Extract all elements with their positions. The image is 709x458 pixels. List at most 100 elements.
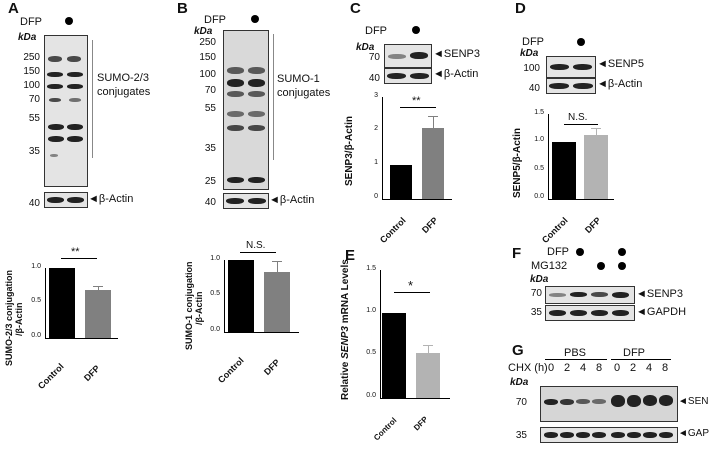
ytick: 1.0 [534, 136, 544, 143]
chart-b-ylabel2: /β-Actin [194, 291, 204, 326]
actin-label: ◄β-Actin [433, 68, 479, 80]
chart-c: 0 1 2 3 ** [374, 92, 452, 200]
marker-100: 100 [199, 69, 216, 80]
actin-label: ◄β-Actin [269, 194, 315, 206]
panel-letter-c: C [350, 0, 361, 17]
kda-label: kDa [356, 42, 375, 53]
dfp-dot [618, 248, 626, 256]
dfp-label: DFP [20, 16, 42, 28]
xtick-dfp: DFP [262, 357, 282, 378]
bar-control [382, 312, 406, 398]
dfp-dot [576, 248, 584, 256]
significance: N.S. [246, 240, 266, 251]
panel-letter-f: F [512, 245, 522, 262]
senp3-blot [384, 44, 432, 68]
chart-e-ylabel: Relative SENP3 mRNA Levels [340, 259, 351, 400]
marker-70: 70 [204, 85, 216, 96]
xtick-dfp: DFP [583, 215, 603, 236]
sig-line [394, 292, 430, 293]
dfp-dot [577, 38, 585, 46]
chart-c-ylabel: SENP3/β-Actin [344, 115, 355, 186]
pbs-bracket [545, 359, 607, 360]
panel-letter-b: B [177, 0, 188, 17]
xtick-control: Control [36, 361, 66, 392]
chart-b-ylabel: SUMO-1 conjugation [184, 261, 194, 351]
ytick: 0.0 [31, 332, 41, 339]
ytick: 1 [374, 159, 378, 166]
mg132-dot [597, 262, 605, 270]
marker-35: 35 [515, 430, 527, 441]
error-bar [595, 128, 597, 135]
mg132-label: MG132 [531, 260, 568, 272]
xtick-control: Control [216, 355, 246, 386]
chart-e: 0.0 0.5 1.0 1.5 * [366, 265, 450, 399]
ytick: 0.0 [366, 392, 376, 399]
ytick: 0.5 [31, 297, 41, 304]
ytick: 1.0 [31, 263, 41, 270]
actin-blot [223, 193, 269, 209]
bar-control [552, 142, 576, 199]
panel-letter-e: E [345, 247, 356, 264]
kda-label: kDa [520, 48, 539, 59]
sumo23-blot [44, 35, 88, 187]
panel-letter-d: D [515, 0, 526, 17]
marker-40: 40 [204, 197, 216, 208]
sig-line [61, 258, 97, 259]
bar-dfp [584, 128, 608, 199]
kda-label: kDa [18, 32, 37, 43]
actin-label: ◄β-Actin [597, 78, 643, 90]
time-8: 8 [596, 362, 603, 374]
bar-dfp [422, 115, 444, 199]
significance: N.S. [568, 112, 588, 123]
senp3-label: ◄SENP3 [433, 48, 480, 60]
sumo1-label: SUMO-1 [277, 73, 320, 85]
gapdh-label: ◄GAPDH [678, 428, 709, 439]
actin-blot [384, 68, 432, 84]
gapdh-label: ◄GAPDH [636, 306, 687, 318]
time-0: 0 [548, 362, 555, 374]
ytick: 1.5 [534, 109, 544, 116]
gapdh-blot [545, 305, 635, 321]
significance: ** [71, 246, 80, 258]
time-8: 8 [662, 362, 669, 374]
chart-d-ylabel: SENP5/β-Actin [512, 127, 523, 198]
marker-40: 40 [368, 73, 380, 84]
marker-70: 70 [368, 52, 380, 63]
marker-25: 25 [204, 176, 216, 187]
ytick: 1.0 [210, 255, 220, 262]
xtick-control: Control [378, 215, 408, 246]
bracket-line [273, 34, 274, 160]
bar-dfp [85, 286, 111, 338]
time-0: 0 [614, 362, 621, 374]
error-bar [427, 345, 429, 353]
actin-blot [546, 78, 596, 94]
marker-250: 250 [199, 37, 216, 48]
senp5-label: ◄SENP5 [597, 58, 644, 70]
dfp-bracket [611, 359, 671, 360]
error-cap [428, 115, 438, 117]
sig-line [240, 252, 276, 253]
kda-label: kDa [530, 274, 549, 285]
chx-label: CHX (h) [508, 362, 548, 374]
xtick-control: Control [540, 215, 570, 246]
ytick: 1.5 [366, 265, 376, 272]
error-bar [276, 261, 278, 273]
panel-letter-g: G [512, 342, 524, 359]
sumo1-blot [223, 30, 269, 190]
senp5-blot [546, 56, 596, 78]
panel-letter-a: A [8, 0, 19, 17]
time-2: 2 [630, 362, 637, 374]
significance: ** [412, 95, 421, 107]
marker-70: 70 [530, 288, 542, 299]
bar-dfp [416, 345, 440, 398]
chart-d: 0.0 0.5 1.0 1.5 N.S. [534, 109, 614, 200]
senp3-label: ◄SENP3 [636, 288, 683, 300]
time-4: 4 [646, 362, 653, 374]
senp3-chx-blot [540, 386, 678, 422]
chart-a-ylabel2: /β-Actin [14, 302, 24, 337]
marker-40: 40 [528, 83, 540, 94]
actin-label: ◄β-Actin [88, 193, 134, 205]
ytick: 0.5 [534, 165, 544, 172]
marker-70: 70 [28, 94, 40, 105]
marker-40: 40 [28, 198, 40, 209]
